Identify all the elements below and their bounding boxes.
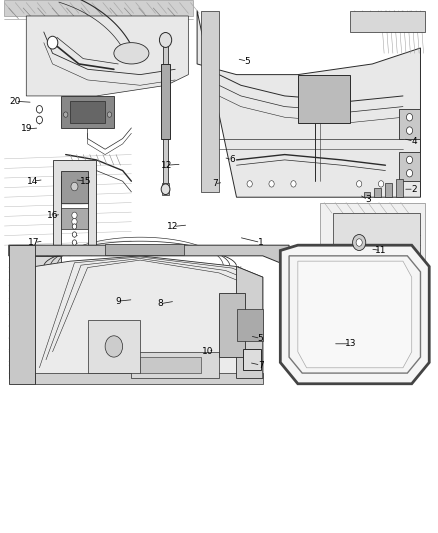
- Text: 5: 5: [258, 334, 264, 343]
- Polygon shape: [105, 244, 184, 255]
- Circle shape: [406, 156, 413, 164]
- Text: 19: 19: [21, 125, 32, 133]
- Text: 3: 3: [365, 196, 371, 204]
- Polygon shape: [289, 256, 420, 373]
- Polygon shape: [70, 101, 105, 123]
- Ellipse shape: [114, 43, 149, 64]
- Polygon shape: [61, 171, 88, 203]
- Text: 1: 1: [258, 238, 264, 247]
- Circle shape: [72, 212, 77, 219]
- Text: 11: 11: [375, 246, 387, 255]
- Circle shape: [72, 219, 77, 225]
- Circle shape: [357, 181, 362, 187]
- Polygon shape: [53, 160, 96, 245]
- Text: 2: 2: [411, 185, 417, 193]
- Circle shape: [356, 239, 362, 246]
- Polygon shape: [350, 11, 425, 32]
- Circle shape: [247, 181, 252, 187]
- Polygon shape: [333, 213, 420, 261]
- Text: 12: 12: [167, 222, 179, 231]
- Polygon shape: [161, 64, 170, 139]
- Circle shape: [159, 33, 172, 47]
- Circle shape: [36, 106, 42, 113]
- Polygon shape: [26, 16, 188, 96]
- Circle shape: [47, 36, 58, 49]
- Circle shape: [105, 336, 123, 357]
- Text: 12: 12: [161, 161, 172, 169]
- Polygon shape: [9, 245, 289, 266]
- Polygon shape: [280, 245, 429, 384]
- Polygon shape: [4, 0, 193, 16]
- Circle shape: [406, 127, 413, 134]
- Polygon shape: [243, 349, 261, 370]
- Circle shape: [406, 114, 413, 121]
- Polygon shape: [385, 183, 392, 197]
- Polygon shape: [364, 192, 370, 197]
- Text: 4: 4: [411, 137, 417, 146]
- Circle shape: [269, 181, 274, 187]
- Polygon shape: [61, 208, 88, 229]
- Text: 15: 15: [80, 177, 91, 185]
- Circle shape: [107, 112, 112, 117]
- Circle shape: [378, 181, 384, 187]
- Polygon shape: [399, 109, 420, 139]
- Circle shape: [161, 184, 170, 195]
- Text: 14: 14: [27, 177, 39, 185]
- Circle shape: [406, 169, 413, 177]
- Polygon shape: [219, 293, 245, 357]
- Polygon shape: [162, 183, 169, 195]
- Polygon shape: [396, 179, 403, 197]
- Circle shape: [36, 116, 42, 124]
- Polygon shape: [140, 357, 201, 373]
- Text: 6: 6: [229, 156, 235, 164]
- Polygon shape: [399, 152, 420, 181]
- Text: 20: 20: [10, 97, 21, 106]
- Polygon shape: [35, 373, 263, 384]
- Polygon shape: [131, 352, 219, 378]
- Text: 8: 8: [157, 300, 163, 308]
- Circle shape: [72, 224, 77, 229]
- Circle shape: [353, 235, 366, 251]
- Polygon shape: [88, 320, 140, 373]
- Polygon shape: [9, 256, 61, 378]
- Circle shape: [71, 182, 78, 191]
- Polygon shape: [9, 245, 35, 384]
- Text: 13: 13: [345, 340, 356, 348]
- Polygon shape: [61, 96, 114, 128]
- Polygon shape: [374, 188, 381, 197]
- Circle shape: [64, 112, 68, 117]
- Text: 17: 17: [28, 238, 40, 247]
- Polygon shape: [298, 75, 350, 123]
- Text: 10: 10: [202, 348, 214, 356]
- Text: 7: 7: [258, 361, 264, 369]
- Circle shape: [72, 240, 77, 245]
- Polygon shape: [298, 261, 412, 368]
- Circle shape: [291, 181, 296, 187]
- Circle shape: [72, 232, 77, 237]
- Polygon shape: [237, 309, 263, 341]
- Text: 16: 16: [47, 212, 58, 220]
- Text: 5: 5: [244, 57, 251, 66]
- Polygon shape: [35, 256, 263, 378]
- Text: 7: 7: [212, 180, 218, 188]
- Text: 9: 9: [115, 297, 121, 305]
- Polygon shape: [201, 11, 219, 192]
- Polygon shape: [320, 203, 425, 266]
- Polygon shape: [237, 266, 263, 378]
- Polygon shape: [163, 43, 168, 192]
- Polygon shape: [197, 11, 420, 197]
